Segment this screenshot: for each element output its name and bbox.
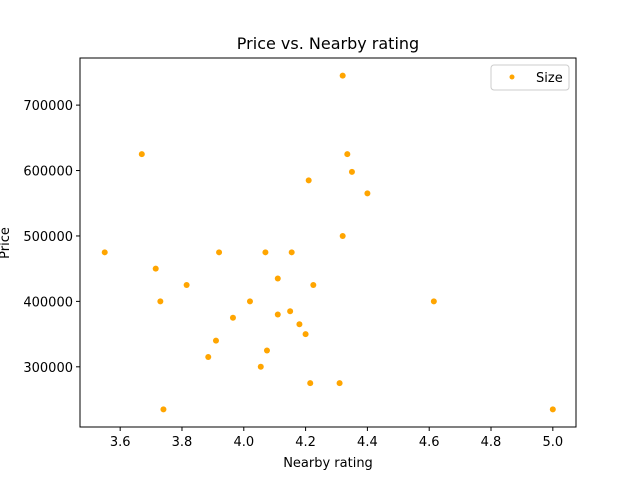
data-point <box>339 72 346 79</box>
y-tick-label: 300000 <box>23 361 73 376</box>
x-tick-label: 5.0 <box>542 435 563 450</box>
x-tick-label: 3.6 <box>110 435 131 450</box>
legend-box <box>490 64 570 91</box>
data-point <box>262 249 269 256</box>
data-point <box>310 282 317 289</box>
data-point <box>274 311 281 318</box>
data-point <box>205 353 212 360</box>
x-tick-label: 3.8 <box>172 435 193 450</box>
data-point <box>430 298 437 305</box>
x-tick-label: 4.0 <box>233 435 254 450</box>
y-tick-label: 500000 <box>23 230 73 245</box>
data-point <box>152 265 159 272</box>
legend-label-size: Size <box>536 71 563 86</box>
plot-area-frame <box>79 57 577 428</box>
x-tick-label: 4.8 <box>481 435 502 450</box>
data-point <box>257 363 264 370</box>
data-point <box>160 406 167 413</box>
data-point <box>549 406 556 413</box>
data-point <box>336 380 343 387</box>
data-point <box>339 232 346 239</box>
data-points <box>101 72 556 413</box>
data-point <box>296 321 303 328</box>
data-point <box>344 151 351 158</box>
data-point <box>263 347 270 354</box>
y-tick-label: 700000 <box>23 99 73 114</box>
x-axis-label: Nearby rating <box>283 456 373 471</box>
chart-title: Price vs. Nearby rating <box>237 34 419 53</box>
data-point <box>305 177 312 184</box>
data-point <box>138 151 145 158</box>
data-point <box>212 337 219 344</box>
data-point <box>302 331 309 338</box>
legend: Size <box>490 64 570 91</box>
data-point <box>348 168 355 175</box>
data-point <box>287 308 294 315</box>
data-point <box>307 380 314 387</box>
x-tick-label: 4.6 <box>419 435 440 450</box>
legend-marker <box>509 74 515 80</box>
data-point <box>364 190 371 197</box>
y-axis-label: Price <box>0 227 13 259</box>
data-point <box>216 249 223 256</box>
y-tick-label: 400000 <box>23 295 73 310</box>
x-axis: 3.6 3.8 4.0 4.2 4.4 4.6 4.8 5.0 <box>110 427 563 450</box>
data-point <box>157 298 164 305</box>
data-point <box>183 282 190 289</box>
y-axis: 300000 400000 500000 600000 700000 <box>23 99 80 376</box>
data-point <box>274 275 281 282</box>
y-tick-label: 600000 <box>23 165 73 180</box>
x-tick-label: 4.2 <box>295 435 316 450</box>
data-point <box>246 298 253 305</box>
data-point <box>288 249 295 256</box>
data-point <box>229 314 236 321</box>
data-point <box>101 249 108 256</box>
x-tick-label: 4.4 <box>357 435 378 450</box>
